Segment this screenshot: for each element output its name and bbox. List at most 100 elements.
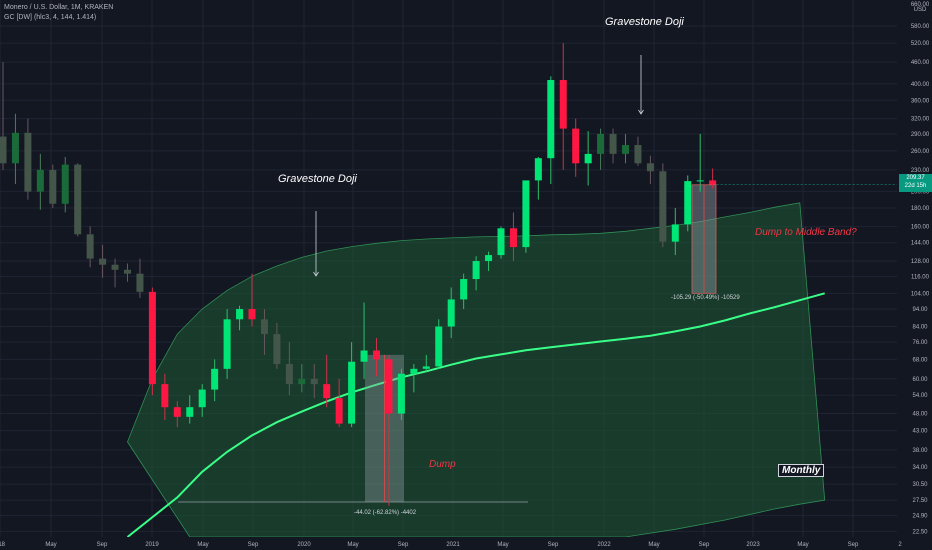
candle-body bbox=[646, 163, 654, 172]
time-tick-label: May bbox=[197, 542, 208, 548]
price-tick-label: 60.00 bbox=[912, 377, 928, 383]
gravestone-doji-left-label: Gravestone Doji bbox=[278, 173, 357, 185]
time-tick-label: 2 bbox=[898, 542, 902, 548]
candle-series[interactable] bbox=[0, 43, 897, 506]
candle bbox=[310, 364, 318, 399]
gaussian-channel bbox=[126, 202, 826, 538]
candle-body bbox=[298, 378, 306, 385]
gravestone-doji-right-label: Gravestone Doji bbox=[605, 16, 684, 28]
candle-body bbox=[11, 132, 19, 164]
middle-band-line bbox=[126, 292, 825, 538]
candle bbox=[323, 354, 331, 408]
candle-body bbox=[148, 291, 156, 385]
price-tick-label: 76.00 bbox=[912, 340, 928, 346]
time-tick-label: May bbox=[497, 542, 508, 548]
candle-body bbox=[74, 164, 82, 235]
candle bbox=[684, 175, 692, 232]
price-unit-label: USD bbox=[914, 7, 927, 13]
time-axis[interactable]: 018 May Sep 2019 May Sep 2020 May Sep 2021 May Sep 2… bbox=[0, 537, 932, 550]
time-tick-label: Sep bbox=[248, 542, 259, 548]
price-tick-label: 30.50 bbox=[912, 482, 928, 488]
candle-body bbox=[211, 368, 219, 390]
time-axis-bg bbox=[0, 537, 932, 550]
candle-body bbox=[671, 224, 679, 242]
time-tick-label: 2021 bbox=[446, 542, 460, 548]
candle-body bbox=[161, 384, 169, 408]
candle bbox=[61, 156, 69, 213]
candle bbox=[410, 364, 418, 393]
candle bbox=[36, 153, 44, 210]
candle bbox=[397, 368, 405, 421]
price-tick-label: 400.00 bbox=[911, 82, 930, 88]
dump-to-middle-label: Dump to Middle Band? bbox=[755, 227, 857, 238]
price-tick-label: 320.00 bbox=[911, 117, 930, 123]
candle bbox=[348, 342, 356, 428]
time-tick-label: May bbox=[45, 542, 56, 548]
candle-body bbox=[310, 378, 318, 385]
indicator-label[interactable]: GC [DW] (hlc3, 4, 144, 1.414) bbox=[4, 14, 97, 21]
candle bbox=[485, 251, 493, 272]
candle bbox=[248, 273, 256, 327]
candle bbox=[236, 305, 244, 331]
candle-body bbox=[422, 366, 430, 369]
candle-body bbox=[709, 180, 717, 185]
price-axis[interactable]: 660.00 580.00 520.00 460.00 400.00 360.00 320.… bbox=[897, 0, 932, 550]
candle bbox=[11, 113, 19, 185]
candle-body bbox=[634, 144, 642, 164]
candle bbox=[186, 395, 194, 424]
time-tick-label: Sep bbox=[848, 542, 859, 548]
price-tick-label: 160.00 bbox=[911, 224, 930, 230]
candle-body bbox=[186, 407, 194, 417]
candle-body bbox=[472, 261, 480, 280]
channel-fill bbox=[127, 202, 826, 538]
time-tick-label: Sep bbox=[548, 542, 559, 548]
candle bbox=[298, 364, 306, 393]
price-tick-label: 84.00 bbox=[912, 325, 928, 331]
price-tick-label: 43.00 bbox=[912, 429, 928, 435]
price-tick-label: 230.00 bbox=[911, 168, 930, 174]
candle-body bbox=[447, 299, 455, 327]
candle bbox=[696, 133, 704, 192]
candle-body bbox=[335, 398, 343, 424]
price-tick-label: 660.00 bbox=[911, 2, 930, 8]
candle-body bbox=[248, 309, 256, 320]
candle-body bbox=[223, 319, 231, 369]
price-tick-label: 580.00 bbox=[911, 24, 930, 30]
price-tick-label: 180.00 bbox=[911, 206, 930, 212]
time-tick-label: May bbox=[648, 542, 659, 548]
monthly-label: Monthly bbox=[778, 464, 825, 477]
candle-body bbox=[584, 153, 592, 164]
price-tick-label: 200.00 bbox=[911, 190, 930, 196]
candle bbox=[497, 226, 505, 259]
measure-right-label: -105.29 (-50.49%) -10529 bbox=[671, 295, 740, 301]
time-tick-label: 2019 bbox=[145, 542, 159, 548]
candle bbox=[273, 322, 281, 369]
candle bbox=[447, 287, 455, 339]
candle-body bbox=[360, 350, 368, 362]
candle-body bbox=[497, 228, 505, 256]
candle bbox=[559, 43, 567, 170]
candle bbox=[49, 164, 57, 209]
candle bbox=[709, 168, 717, 189]
candle-body bbox=[485, 255, 493, 262]
candle-body bbox=[86, 234, 94, 259]
candle-body bbox=[609, 133, 617, 154]
candle-body bbox=[509, 228, 517, 248]
candle bbox=[584, 131, 592, 186]
candle bbox=[572, 118, 580, 177]
candle bbox=[223, 309, 231, 379]
candle-body bbox=[622, 144, 629, 154]
bar-countdown: 22d 15h bbox=[904, 183, 927, 189]
candle bbox=[373, 338, 380, 377]
candle bbox=[173, 401, 181, 428]
price-tick-label: 460.00 bbox=[911, 60, 930, 66]
price-tick-label: 520.00 bbox=[911, 41, 930, 47]
dump-label: Dump bbox=[429, 459, 456, 470]
candle-body bbox=[684, 181, 692, 225]
measure-boxes bbox=[178, 184, 717, 503]
time-tick-label: 2022 bbox=[597, 542, 611, 548]
candle bbox=[24, 118, 32, 200]
candle bbox=[671, 208, 679, 256]
candle bbox=[534, 156, 542, 200]
